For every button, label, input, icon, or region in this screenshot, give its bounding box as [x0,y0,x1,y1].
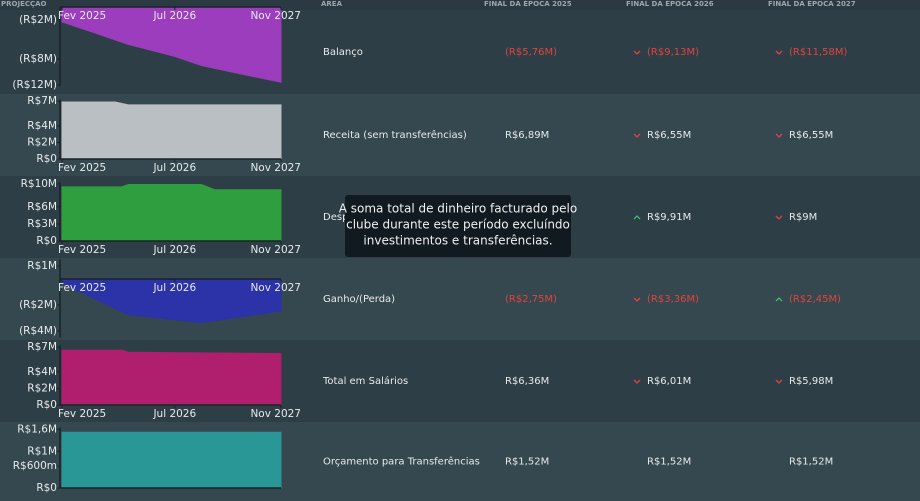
x-tick-label: Jul 2026 [152,10,196,22]
tooltip-box [345,195,571,257]
trend-arrow [775,379,783,384]
tooltip-text: investimentos e transferências. [363,234,552,248]
area-label: Balanço [323,47,363,58]
x-tick-label: Nov 2027 [250,162,301,174]
y-tick-label: R$2M [27,136,57,148]
projected-value: R$1,52M [505,457,549,468]
area [61,184,282,242]
trend-arrow [775,133,783,138]
area [61,278,282,324]
tooltip-text: clube durante este período excluíndo [346,218,570,232]
projected-value: R$6,36M [505,376,549,387]
x-tick-label: Nov 2027 [250,282,301,294]
projected-value: R$1,52M [647,457,691,468]
area-label: Total em Salários [322,375,408,387]
header-projection: PROJECÇÃO [1,0,47,8]
x-tick-label: Fev 2025 [58,244,106,256]
y-tick-label: R$7M [27,341,57,353]
x-tick-label: Jul 2026 [152,408,196,420]
projected-value: R$1,52M [789,457,833,468]
trend-arrow [775,297,783,302]
header-column: FINAL DA ÉPOCA 2026 [626,0,714,8]
trend-arrow [633,297,641,302]
y-tick-label: R$1M [27,260,57,272]
projected-value: R$6,55M [647,130,691,141]
x-tick-label: Fev 2025 [58,408,106,420]
projected-value: (R$2,45M) [789,294,841,305]
header-area: ÁREA [321,0,343,8]
x-tick-label: Nov 2027 [250,408,301,420]
header-column: FINAL DA ÉPOCA 2027 [768,0,856,8]
y-tick-label: R$600m [13,460,57,472]
x-tick-label: Fev 2025 [58,282,106,294]
trend-arrow [633,50,641,55]
projected-value: R$9,91M [647,212,691,223]
y-tick-label: R$0 [36,482,57,494]
x-tick-label: Fev 2025 [58,10,106,22]
tooltip-text: A soma total de dinheiro facturado pelo [339,202,577,216]
projected-value: (R$11,58M) [789,47,847,58]
y-tick-label: (R$12M) [12,79,57,91]
area-label: Ganho/(Perda) [323,294,395,305]
y-tick-label: R$0 [36,235,57,247]
y-tick-label: (R$2M) [19,14,57,26]
x-tick-label: Jul 2026 [152,244,196,256]
projected-value: R$5,98M [789,376,833,387]
area [61,101,282,160]
area-label: Orçamento para Transferências [323,456,480,468]
y-tick-label: (R$8M) [19,53,57,65]
tooltip: A soma total de dinheiro facturado pelo c… [339,195,577,257]
trend-arrow [633,379,641,384]
y-tick-label: (R$2M) [19,299,57,311]
y-tick-label: (R$4M) [19,325,57,337]
projected-value: R$6,01M [647,376,691,387]
area [61,349,282,406]
x-tick-label: Nov 2027 [250,244,301,256]
y-tick-label: R$2M [27,382,57,394]
y-tick-label: R$4M [27,366,57,378]
area [61,6,282,83]
area [61,431,282,489]
y-tick-label: R$1,6M [17,423,57,435]
area-label: Receita (sem transferências) [323,129,467,141]
y-tick-label: R$3M [27,218,57,230]
trend-arrow [775,50,783,55]
trend-arrow [633,215,641,220]
trend-arrow [775,215,783,220]
y-tick-label: R$6M [27,201,57,213]
x-tick-label: Jul 2026 [152,282,196,294]
rows: Balanço (R$5,76M) (R$9,13M) (R$11,58M) (R$2M… [0,6,920,501]
y-tick-label: R$10M [21,178,57,190]
y-tick-label: R$1M [27,445,57,457]
projected-value: (R$3,36M) [647,294,699,305]
projected-value: (R$9,13M) [647,47,699,58]
projected-value: (R$2,75M) [505,294,557,305]
trend-arrow [633,133,641,138]
projected-value: R$9M [789,212,817,223]
projected-value: R$6,89M [505,130,549,141]
y-tick-label: R$7M [27,95,57,107]
x-tick-label: Jul 2026 [152,162,196,174]
y-tick-label: R$4M [27,120,57,132]
x-tick-label: Fev 2025 [58,162,106,174]
projected-value: (R$5,76M) [505,47,557,58]
x-tick-label: Nov 2027 [250,10,301,22]
header-column: FINAL DA ÉPOCA 2025 [484,0,572,8]
y-tick-label: R$0 [36,399,57,411]
y-tick-label: R$0 [36,153,57,165]
projected-value: R$6,55M [789,130,833,141]
